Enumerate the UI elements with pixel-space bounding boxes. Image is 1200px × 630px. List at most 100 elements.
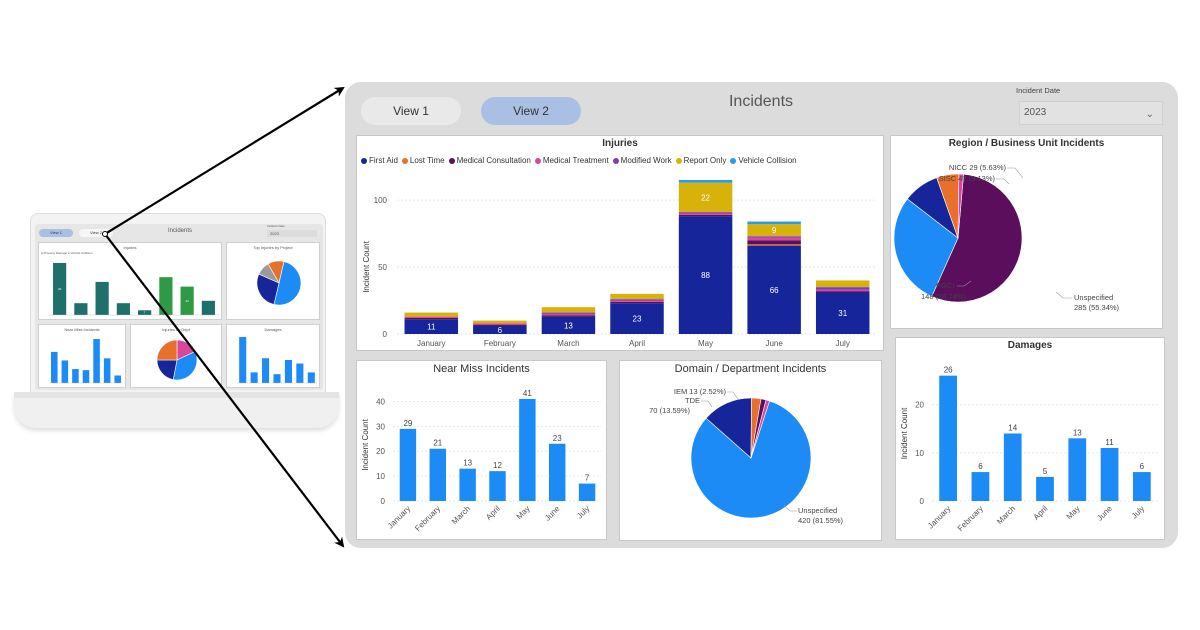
mini-pie-slice bbox=[156, 339, 178, 361]
mini-bar bbox=[262, 358, 270, 383]
legend-item[interactable]: Vehicle Collision bbox=[730, 156, 797, 165]
y-tick-label: 20 bbox=[376, 447, 385, 456]
near-miss-chart: 0 10 20 30 40 Incident Count 29 January 21 Februa… bbox=[361, 389, 602, 533]
pie-slice bbox=[931, 173, 1023, 303]
data-label: 22 bbox=[701, 193, 710, 202]
y-tick-label: 0 bbox=[381, 497, 386, 506]
bar bbox=[1003, 433, 1022, 501]
bar bbox=[459, 468, 476, 501]
x-tick-label: March bbox=[557, 339, 579, 348]
bar bbox=[971, 472, 990, 501]
mini-bar bbox=[250, 372, 258, 383]
legend-item[interactable]: Medical Consultation bbox=[448, 156, 531, 165]
mini-damages-panel: Damages bbox=[226, 324, 320, 388]
data-label: 21 bbox=[433, 439, 442, 448]
damages-title: Damages bbox=[1007, 340, 1053, 351]
pie-slice bbox=[893, 198, 959, 297]
mini-bar bbox=[159, 277, 173, 315]
x-tick-label: June bbox=[765, 339, 783, 348]
y-tick-label: 10 bbox=[376, 472, 385, 481]
y-tick-label: 0 bbox=[383, 330, 388, 339]
legend-dot bbox=[534, 157, 541, 164]
incident-date-value: 2023 bbox=[1024, 107, 1047, 118]
data-label: 9 bbox=[772, 226, 777, 235]
bar-segment bbox=[610, 303, 664, 334]
legend-label: Modified Work bbox=[620, 156, 672, 165]
legend-item[interactable]: Medical Treatment bbox=[534, 156, 609, 165]
pie-label: Unspecified bbox=[798, 506, 837, 515]
legend-item[interactable]: Lost Time bbox=[401, 156, 445, 165]
data-label: 12 bbox=[493, 461, 502, 470]
bar-segment bbox=[473, 325, 527, 334]
bar bbox=[1132, 472, 1151, 501]
pie-label: 148 (28.74%) bbox=[921, 292, 967, 301]
damages-chart: 0 10 20 Incident Count 26 January 6 February 14 M… bbox=[900, 366, 1158, 533]
x-tick-label: February bbox=[956, 504, 985, 533]
mini-nearmiss-panel: Near Miss Incidents bbox=[38, 324, 126, 388]
bar bbox=[429, 448, 446, 501]
y-tick-label: 30 bbox=[376, 422, 385, 431]
y-tick-label: 20 bbox=[915, 401, 924, 410]
bar-segment bbox=[747, 245, 801, 334]
pie-slice bbox=[750, 399, 770, 459]
data-label: 14 bbox=[1008, 424, 1017, 433]
data-label: 26 bbox=[944, 366, 953, 375]
region-panel: Region / Business Unit Incidents NICC 29… bbox=[890, 135, 1163, 329]
x-tick-label: May bbox=[698, 339, 713, 348]
mini-dept-panel: Injuries by Dept bbox=[130, 324, 222, 388]
bar bbox=[1068, 438, 1087, 501]
y-tick-label: 100 bbox=[374, 196, 388, 205]
mini-bar bbox=[307, 372, 315, 383]
data-label: 5 bbox=[1043, 467, 1048, 476]
laptop-thumbnail: View 1 View 2 Incidents Incident Date 20… bbox=[30, 213, 326, 393]
damages-panel: Damages 0 10 20 Incident Count 26 January 6 Feb… bbox=[895, 337, 1165, 540]
bar-segment bbox=[678, 214, 733, 217]
mini-bar bbox=[284, 360, 292, 383]
injuries-title: Injuries bbox=[602, 138, 638, 149]
mini-nearmiss-title: Near Miss Incidents bbox=[64, 327, 100, 332]
leader-line bbox=[957, 280, 972, 287]
bar-segment bbox=[541, 313, 596, 316]
bar-segment bbox=[815, 280, 870, 288]
mini-filter: 2023 bbox=[267, 230, 317, 237]
legend-item[interactable]: Report Only bbox=[675, 156, 726, 165]
x-tick-label: May bbox=[1065, 504, 1082, 521]
data-label: 11 bbox=[427, 323, 436, 332]
bar-segment bbox=[610, 300, 664, 302]
tab-view-1[interactable]: View 1 bbox=[361, 97, 461, 125]
bar-segment bbox=[404, 312, 459, 317]
x-tick-label: June bbox=[1095, 504, 1114, 523]
pie-slice bbox=[690, 400, 812, 519]
legend-item[interactable]: Modified Work bbox=[612, 156, 672, 165]
x-tick-label: May bbox=[515, 504, 532, 521]
pie-label: 420 (81.55%) bbox=[798, 516, 844, 525]
injuries-legend: First Aid Lost Time Medical Consultation Me… bbox=[361, 156, 801, 165]
y-tick-label: 40 bbox=[376, 397, 385, 406]
data-label: 11 bbox=[1105, 438, 1114, 447]
mini-projects-pie bbox=[256, 260, 302, 306]
data-label: 66 bbox=[770, 286, 779, 295]
incident-date-dropdown[interactable]: 2023 ⌄ bbox=[1019, 101, 1163, 125]
y-axis-label: Incident Count bbox=[361, 418, 370, 470]
pie-label: IEM 13 (2.52%) bbox=[674, 387, 727, 396]
page-title: Incidents bbox=[728, 93, 794, 110]
data-label: 88 bbox=[701, 271, 710, 280]
tab-view-2[interactable]: View 2 bbox=[481, 97, 581, 125]
near-miss-title: Near Miss Incidents bbox=[433, 363, 530, 375]
leader-line bbox=[996, 178, 1010, 185]
data-label: 31 bbox=[838, 309, 847, 318]
mini-bar bbox=[61, 360, 69, 383]
mini-bar bbox=[95, 281, 109, 315]
pie-label: 285 (55.34%) bbox=[1074, 303, 1120, 312]
x-tick-label: April bbox=[484, 504, 502, 522]
legend-item[interactable]: First Aid bbox=[361, 156, 398, 165]
mini-projects-panel: Top Injuries by Project bbox=[226, 242, 320, 320]
near-miss-panel: Near Miss Incidents 0 10 20 30 40 Incident Co… bbox=[356, 360, 607, 540]
bar-segment bbox=[404, 316, 459, 318]
x-tick-label: March bbox=[995, 504, 1017, 526]
bar bbox=[549, 443, 566, 501]
laptop-base-lip bbox=[14, 392, 339, 398]
pie-label: TDE bbox=[685, 396, 700, 405]
